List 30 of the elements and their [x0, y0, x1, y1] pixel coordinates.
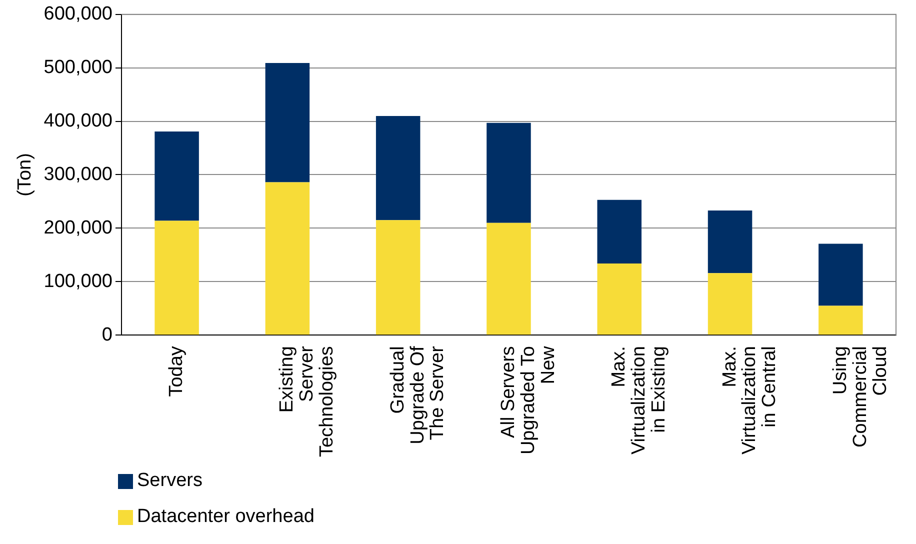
bar	[265, 182, 310, 335]
y-tick-label: 0	[102, 324, 112, 346]
x-tick-label: Gradual Upgrade Of The Server	[387, 345, 448, 444]
bar	[818, 306, 863, 335]
y-tick-label: 100,000	[44, 270, 112, 292]
x-tick-label: Existing Server Technologies	[276, 345, 338, 458]
legend-label: Servers	[137, 470, 202, 492]
bar	[708, 210, 752, 274]
x-tick-label: All Servers Upgraded To New	[498, 346, 559, 455]
y-tick-label: 300,000	[44, 164, 112, 185]
bar	[154, 220, 199, 335]
bar	[708, 273, 752, 335]
bar	[376, 220, 420, 335]
y-tick-label: 600,000	[44, 4, 112, 25]
bar	[486, 222, 531, 335]
x-tick-label: Today	[166, 346, 188, 397]
bar	[376, 116, 420, 220]
x-tick-label: Using Commercial Cloud	[830, 346, 891, 448]
y-axis-title: (Ton)	[14, 153, 36, 196]
y-tick-label: 500,000	[44, 57, 112, 78]
legend-label: Datacenter overhead	[137, 506, 314, 528]
bar	[154, 131, 199, 221]
bar	[818, 244, 863, 306]
bar	[265, 63, 310, 182]
bar	[486, 122, 531, 223]
x-tick-label: Max. Virtualization in Existing	[608, 346, 670, 455]
y-tick-label: 400,000	[44, 110, 112, 132]
bar	[597, 263, 642, 335]
y-tick-label: 200,000	[44, 217, 112, 238]
bar	[597, 200, 642, 264]
